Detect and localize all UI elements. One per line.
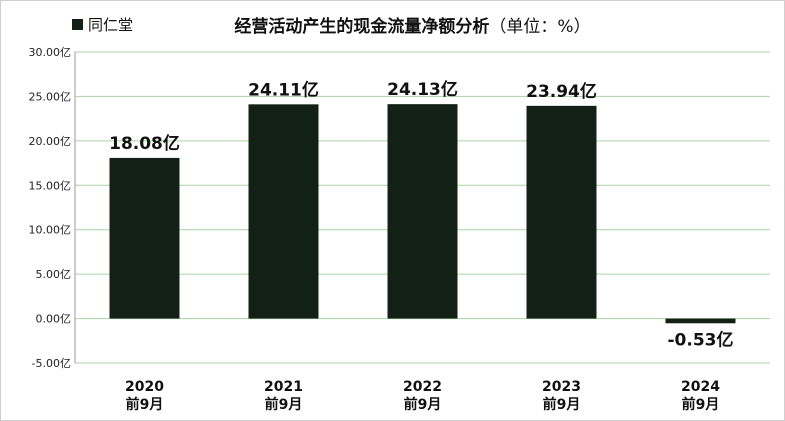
y-tick-label: 20.00亿 — [29, 135, 72, 148]
y-tick-label: 0.00亿 — [36, 313, 72, 326]
data-label: -0.53亿 — [668, 329, 734, 350]
y-tick-label: -5.00亿 — [32, 357, 71, 370]
legend: 同仁堂 — [72, 14, 133, 35]
x-tick-label: 2022 — [403, 379, 442, 395]
bar — [665, 318, 736, 324]
x-tick-label: 2021 — [264, 379, 303, 395]
x-tick-label: 前9月 — [404, 396, 442, 413]
bar — [248, 104, 319, 319]
data-label: 18.08亿 — [109, 133, 180, 154]
bar — [387, 104, 458, 319]
x-tick-label: 2023 — [542, 379, 581, 395]
chart-title-main: 经营活动产生的现金流量净额分析 — [234, 17, 490, 37]
chart-title-unit: （单位：%） — [489, 17, 591, 37]
data-label: 24.11亿 — [248, 79, 319, 100]
x-tick-label: 前9月 — [265, 396, 303, 413]
x-tick-label: 前9月 — [682, 396, 720, 413]
data-label: 23.94亿 — [526, 81, 597, 102]
x-tick-label: 前9月 — [126, 396, 164, 413]
y-tick-label: 15.00亿 — [29, 179, 72, 192]
chart-title: 经营活动产生的现金流量净额分析（单位：%） — [0, 12, 785, 37]
x-tick-label: 2024 — [681, 379, 720, 395]
y-tick-label: 10.00亿 — [29, 224, 72, 237]
bar — [526, 105, 597, 319]
x-tick-label: 2020 — [125, 379, 164, 395]
y-tick-label: 25.00亿 — [29, 90, 72, 103]
legend-label: 同仁堂 — [88, 16, 134, 34]
y-tick-label: 30.00亿 — [29, 46, 72, 59]
data-label: 24.13亿 — [387, 79, 458, 100]
x-tick-label: 前9月 — [543, 396, 581, 413]
y-tick-label: 5.00亿 — [36, 268, 72, 281]
bar — [109, 157, 180, 319]
legend-swatch — [72, 19, 83, 30]
